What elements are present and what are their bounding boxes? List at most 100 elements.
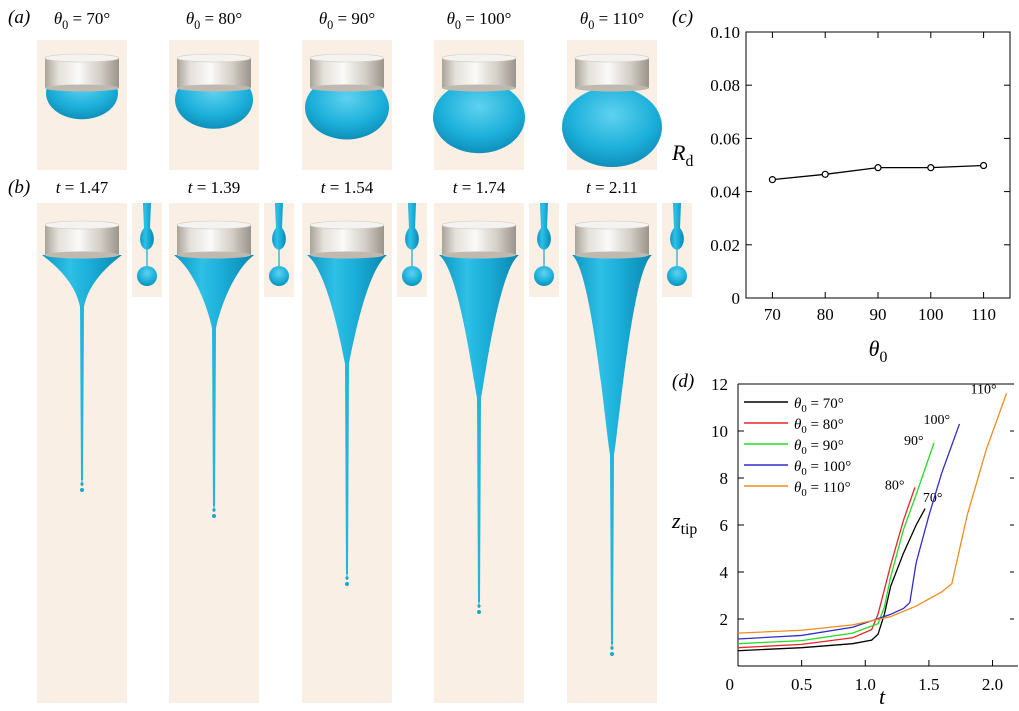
value: = 70°	[807, 396, 844, 412]
time-titles: t = 1.47 t = 1.39 t = 1.54 t = 1.74 t = 2.11	[56, 178, 638, 197]
data-point	[927, 164, 935, 172]
subscript: 0	[62, 18, 68, 32]
symbol: θ	[447, 9, 455, 28]
holder-top	[44, 53, 120, 63]
x-tick-label: 100	[918, 305, 944, 324]
series-line	[737, 393, 1008, 634]
value: = 100°	[807, 459, 851, 475]
symbol: θ	[794, 438, 802, 454]
symbol: θ	[54, 9, 62, 28]
legend-entry: θ0 = 90°	[794, 438, 844, 457]
holder-bottom	[45, 251, 119, 259]
x-axis-label: t	[879, 684, 886, 709]
jet	[42, 255, 122, 480]
tip-drop	[212, 514, 216, 518]
data-point	[821, 170, 829, 178]
time-title: t = 1.74	[453, 178, 506, 197]
value: = 90°	[333, 9, 375, 28]
holder-top	[44, 220, 120, 230]
angle-titles: θ0 = 70° θ0 = 80° θ0 = 90° θ0 = 100° θ0 = 11…	[54, 9, 644, 32]
value: = 80°	[807, 417, 844, 433]
drop	[433, 81, 525, 154]
tip-drop	[80, 488, 84, 492]
needle-holder	[310, 58, 384, 88]
series-line	[737, 442, 935, 645]
holder-top	[574, 220, 650, 230]
y-tick-label: 0.02	[710, 236, 740, 255]
subscript: 0	[879, 349, 887, 366]
subscript: 0	[801, 403, 806, 415]
jet-images	[37, 203, 692, 703]
inset-drop	[534, 266, 554, 286]
subscript: 0	[801, 424, 806, 436]
y-tick-label: 8	[720, 469, 729, 488]
inset-drop	[667, 266, 687, 286]
data-point	[874, 164, 882, 172]
value: = 100°	[461, 9, 511, 28]
symbol: z	[671, 508, 681, 533]
series-end-label: 90°	[904, 434, 924, 449]
needle-holder	[45, 225, 119, 255]
jet	[439, 255, 519, 602]
inset-neck	[670, 203, 684, 250]
holder-bottom	[442, 84, 516, 92]
value: = 1.54	[325, 178, 373, 197]
initial-drop-images	[37, 40, 662, 170]
x-axis-label: θ0	[869, 336, 888, 366]
time-title: t = 1.54	[321, 178, 374, 197]
subscript: 0	[455, 18, 461, 32]
symbol: θ	[186, 9, 194, 28]
x-tick-label: 110	[971, 305, 996, 324]
data-point	[979, 161, 988, 170]
symbol: t	[188, 178, 194, 197]
legend-entry: θ0 = 100°	[794, 459, 851, 478]
needle-holder	[575, 225, 649, 255]
time-title: t = 1.39	[188, 178, 241, 197]
tip-drop	[345, 582, 349, 586]
symbol: θ	[869, 336, 880, 361]
value: = 90°	[807, 438, 844, 454]
needle-holder	[177, 58, 251, 88]
symbol: t	[56, 178, 62, 197]
y-tick-label: 4	[720, 563, 729, 582]
satellite-drop	[212, 508, 216, 512]
angle-title: θ0 = 70°	[54, 9, 110, 32]
holder-bottom	[45, 84, 119, 92]
y-axis-label: Rd	[671, 140, 693, 170]
symbol: θ	[794, 396, 802, 412]
value: = 2.11	[591, 178, 638, 197]
y-tick-label: 2	[720, 610, 729, 629]
subscript: 0	[801, 487, 806, 499]
angle-title: θ0 = 90°	[319, 9, 375, 32]
time-title: t = 2.11	[586, 178, 638, 197]
inset-drop	[269, 266, 289, 286]
y-tick-label: 0	[732, 289, 741, 308]
value: = 110°	[807, 480, 851, 496]
drop	[562, 87, 662, 167]
symbol: θ	[319, 9, 327, 28]
subscript: 0	[801, 445, 806, 457]
y-tick-label: 12	[711, 375, 728, 394]
holder-bottom	[177, 84, 251, 92]
y-tick-label: 0.10	[710, 23, 740, 42]
holder-bottom	[575, 251, 649, 259]
jet	[307, 255, 387, 574]
inset-drop	[137, 266, 157, 286]
needle-holder	[310, 225, 384, 255]
symbol: t	[321, 178, 327, 197]
panel-label-d: (d)	[672, 371, 694, 392]
subscript: 0	[801, 466, 806, 478]
symbol: t	[453, 178, 459, 197]
value: = 110°	[594, 9, 644, 28]
angle-title: θ0 = 80°	[186, 9, 242, 32]
satellite-drop	[477, 604, 481, 608]
symbol: t	[586, 178, 592, 197]
inset-neck	[405, 203, 419, 250]
x-tick-label: 70	[764, 305, 781, 324]
data-point	[768, 176, 777, 184]
x-tick-label: 0.5	[791, 675, 812, 694]
needle-holder	[45, 58, 119, 88]
needle-holder	[575, 58, 649, 88]
